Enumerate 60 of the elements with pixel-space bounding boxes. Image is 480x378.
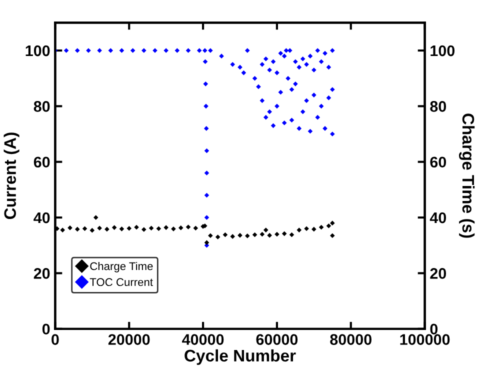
- point: [82, 226, 88, 232]
- legend-label: TOC Current: [90, 278, 153, 286]
- point: [326, 223, 332, 228]
- point: [282, 231, 287, 236]
- point: [312, 226, 316, 232]
- point: [93, 215, 98, 220]
- point: [208, 233, 213, 238]
- x-axis-title: Cycle Number: [184, 349, 296, 365]
- y2-tick-label: 60: [430, 156, 446, 168]
- point: [112, 225, 117, 230]
- point: [90, 228, 95, 233]
- x-tick-label: 60000: [256, 334, 298, 345]
- point: [215, 234, 220, 240]
- y2-tick-label: 20: [430, 268, 446, 279]
- point: [193, 226, 198, 231]
- point: [134, 224, 139, 230]
- y-tick-label: 40: [34, 212, 50, 224]
- point: [330, 220, 335, 226]
- x-tick-label: 0: [52, 334, 59, 345]
- y-tick-label: 80: [34, 101, 50, 112]
- point: [119, 226, 124, 232]
- point: [171, 226, 176, 232]
- point: [296, 228, 302, 232]
- point: [60, 228, 65, 232]
- point: [304, 226, 309, 232]
- point: [267, 232, 272, 238]
- point: [142, 227, 146, 232]
- y-tick-label: 0: [42, 324, 50, 335]
- point: [230, 234, 236, 239]
- point: [178, 225, 184, 230]
- point: [148, 226, 154, 231]
- y-tick-label: 100: [26, 45, 50, 56]
- y2-tick-label: 80: [430, 101, 446, 112]
- point: [68, 225, 72, 230]
- x-tick-label: 40000: [182, 334, 224, 345]
- y-tick-label: 60: [34, 156, 50, 168]
- point: [260, 232, 265, 237]
- y2-axis-title: Charge Time (s): [458, 114, 475, 238]
- y-axis-title: Current (A): [4, 132, 20, 220]
- point: [244, 233, 250, 238]
- point: [156, 226, 162, 232]
- point: [204, 240, 210, 245]
- y2-tick-label: 0: [430, 324, 438, 335]
- point: [164, 225, 168, 230]
- point: [263, 228, 268, 232]
- legend-label: Charge Time: [90, 262, 153, 272]
- y2-tick-label: 40: [430, 212, 446, 224]
- point: [104, 226, 110, 232]
- point: [126, 226, 132, 231]
- point: [274, 232, 280, 237]
- point: [238, 232, 242, 238]
- x-tick-label: 80000: [330, 334, 372, 345]
- point: [330, 233, 335, 238]
- y-tick-label: 20: [34, 268, 50, 279]
- x-tick-label: 20000: [108, 334, 150, 345]
- point: [186, 224, 191, 230]
- x-tick-label: 100000: [400, 334, 450, 345]
- point: [97, 226, 102, 231]
- point: [74, 226, 80, 232]
- y2-tick-label: 100: [430, 45, 455, 56]
